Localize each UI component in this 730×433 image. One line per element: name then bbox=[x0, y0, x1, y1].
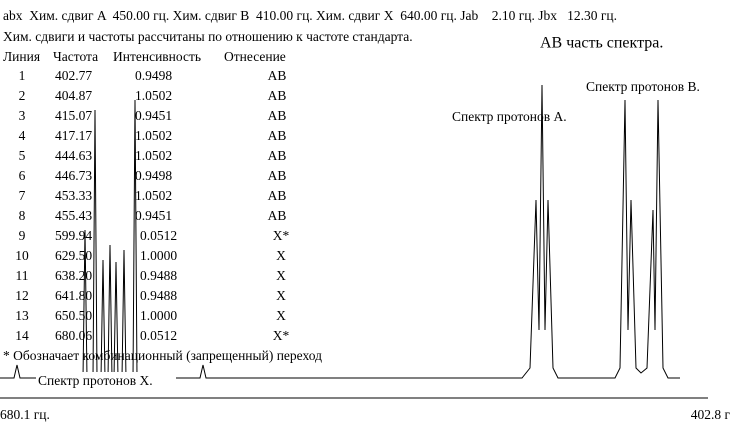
table-cell: 415.07 bbox=[55, 108, 92, 123]
table-cell: 0.9488 bbox=[140, 268, 177, 283]
line-table: Линия Частота Интенсивность Отнесение 1 402.7… bbox=[3, 49, 289, 343]
spectrum-label: Спектр протонов А. bbox=[452, 109, 567, 124]
column-header: Отнесение bbox=[224, 49, 286, 64]
table-cell: AB bbox=[268, 88, 287, 103]
table-cell: 0.9498 bbox=[135, 68, 172, 83]
table-cell: 2 bbox=[19, 88, 26, 103]
table-cell: 0.9498 bbox=[135, 168, 172, 183]
header-note: Хим. сдвиги и частоты рассчитаны по отно… bbox=[3, 29, 413, 44]
table-cell: 1.0502 bbox=[135, 128, 172, 143]
spectrum-label: Спектр протонов X. bbox=[38, 373, 153, 388]
table-cell: 1.0502 bbox=[135, 188, 172, 203]
table-cell: 453.33 bbox=[55, 188, 92, 203]
table-cell: 3 bbox=[19, 108, 26, 123]
header-line: abx Хим. сдвиг A 450.00 гц. Хим. сдвиг B… bbox=[3, 8, 617, 23]
table-cell: 13 bbox=[15, 308, 29, 323]
table-cell: 9 bbox=[19, 228, 26, 243]
table-cell: 0.0512 bbox=[140, 228, 177, 243]
table-cell: 629.50 bbox=[55, 248, 92, 263]
table-cell: 0.9451 bbox=[135, 208, 172, 223]
table-cell: 599.94 bbox=[55, 228, 92, 243]
axis-label: 680.1 гц. bbox=[0, 407, 50, 422]
axis-label: 402.8 г bbox=[691, 407, 730, 422]
table-cell: 444.63 bbox=[55, 148, 92, 163]
table-cell: AB bbox=[268, 148, 287, 163]
column-header: Частота bbox=[53, 49, 98, 64]
table-cell: AB bbox=[268, 108, 287, 123]
table-cell: AB bbox=[268, 168, 287, 183]
table-cell: 0.9488 bbox=[140, 288, 177, 303]
table-cell: X* bbox=[273, 328, 290, 343]
table-cell: X bbox=[276, 268, 286, 283]
table-cell: 1.0502 bbox=[135, 148, 172, 163]
column-header: Линия bbox=[3, 49, 40, 64]
table-cell: AB bbox=[268, 208, 287, 223]
table-cell: 1 bbox=[19, 68, 26, 83]
table-cell: 0.9451 bbox=[135, 108, 172, 123]
table-cell: AB bbox=[268, 128, 287, 143]
table-cell: 6 bbox=[19, 168, 26, 183]
section-title: АВ часть спектра. bbox=[540, 35, 663, 52]
table-cell: 0.0512 bbox=[140, 328, 177, 343]
table-cell: 455.43 bbox=[55, 208, 92, 223]
table-cell: 14 bbox=[15, 328, 29, 343]
table-cell: 446.73 bbox=[55, 168, 92, 183]
table-cell: 7 bbox=[19, 188, 26, 203]
table-cell: 641.80 bbox=[55, 288, 92, 303]
table-cell: 1.0000 bbox=[140, 248, 177, 263]
table-cell: 638.20 bbox=[55, 268, 92, 283]
table-cell: X bbox=[276, 288, 286, 303]
table-cell: AB bbox=[268, 68, 287, 83]
table-cell: 1.0502 bbox=[135, 88, 172, 103]
table-cell: X bbox=[276, 308, 286, 323]
spectrum-label: Спектр протонов В. bbox=[586, 79, 700, 94]
table-cell: 4 bbox=[19, 128, 26, 143]
table-cell: 402.77 bbox=[55, 68, 92, 83]
table-cell: 11 bbox=[16, 268, 29, 283]
table-cell: 10 bbox=[15, 248, 29, 263]
table-cell: 417.17 bbox=[55, 128, 92, 143]
spectrum-trace bbox=[0, 84, 680, 379]
footnote: * Обозначает комбинационный (запрещенный… bbox=[3, 348, 322, 363]
column-header: Интенсивность bbox=[113, 49, 201, 64]
table-cell: AB bbox=[268, 188, 287, 203]
table-cell: 404.87 bbox=[55, 88, 92, 103]
table-cell: 650.50 bbox=[55, 308, 92, 323]
table-cell: 8 bbox=[19, 208, 26, 223]
table-cell: X* bbox=[273, 228, 290, 243]
table-cell: 680.06 bbox=[55, 328, 92, 343]
table-cell: 1.0000 bbox=[140, 308, 177, 323]
table-cell: X bbox=[276, 248, 286, 263]
label-bg bbox=[36, 372, 176, 390]
table-cell: 5 bbox=[19, 148, 26, 163]
table-cell: 12 bbox=[15, 288, 29, 303]
